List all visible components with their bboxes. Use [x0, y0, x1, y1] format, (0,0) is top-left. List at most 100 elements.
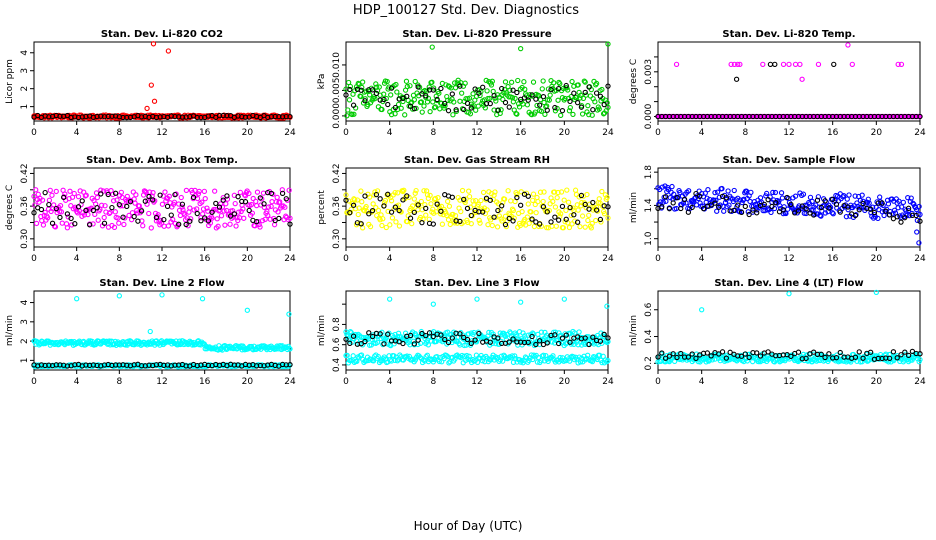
data-point — [674, 354, 680, 361]
data-point — [577, 95, 583, 101]
data-point — [64, 225, 71, 231]
data-point — [376, 84, 382, 90]
data-point — [575, 360, 581, 366]
data-point — [359, 334, 365, 341]
data-point — [453, 107, 459, 113]
data-point — [913, 212, 919, 219]
data-point — [457, 98, 463, 104]
data-point — [221, 208, 227, 214]
points-group — [655, 289, 923, 365]
outlier-point — [244, 307, 250, 313]
data-point — [575, 82, 581, 88]
data-point — [723, 355, 729, 361]
data-point — [498, 107, 504, 113]
data-point — [554, 105, 560, 112]
points-group — [655, 42, 923, 120]
y-tick-label: 0.6 — [332, 337, 342, 352]
data-point — [274, 194, 280, 201]
data-point — [908, 195, 914, 201]
data-point — [101, 220, 108, 226]
data-point — [395, 101, 402, 108]
data-point — [87, 222, 93, 228]
x-tick-label: 0 — [655, 128, 661, 138]
x-tick-label: 4 — [699, 254, 705, 264]
data-point — [275, 209, 281, 215]
data-point — [438, 208, 444, 214]
data-point — [256, 221, 262, 228]
data-point — [489, 78, 495, 84]
panel-title: Stan. Dev. Line 3 Flow — [414, 278, 539, 289]
data-point — [487, 197, 493, 203]
data-point — [442, 336, 448, 343]
outlier-point — [699, 307, 705, 313]
outlier-point — [731, 61, 738, 68]
data-point — [475, 103, 481, 109]
data-point — [369, 207, 376, 214]
data-point — [467, 204, 474, 210]
data-point — [597, 93, 604, 99]
data-point — [287, 362, 293, 368]
data-point — [343, 192, 349, 198]
data-point — [110, 198, 117, 204]
data-point — [442, 103, 448, 109]
data-point — [666, 206, 673, 212]
data-point — [898, 219, 904, 225]
outlier-point — [916, 240, 922, 246]
panel-sampleflow: Stan. Dev. Sample Flow 0 4 8 12 16 20 24 1.0 1.4 1… — [629, 155, 926, 264]
data-point — [521, 79, 527, 85]
data-point — [183, 221, 189, 228]
x-tick-label: 20 — [871, 377, 883, 387]
data-point — [484, 207, 490, 213]
data-point — [843, 214, 850, 220]
data-point — [536, 223, 542, 230]
y-tick-label: 1.0 — [644, 231, 654, 246]
data-point — [678, 350, 684, 357]
data-point — [403, 78, 410, 84]
data-point — [757, 353, 764, 359]
x-tick-label: 24 — [914, 128, 926, 138]
data-point — [404, 83, 410, 90]
y-tick-label: 0.30 — [332, 229, 342, 249]
data-point — [381, 341, 387, 347]
data-point — [93, 190, 100, 196]
data-point — [287, 114, 293, 120]
data-point — [545, 358, 551, 365]
outlier-point — [797, 61, 803, 68]
data-point — [373, 204, 379, 211]
data-point — [487, 217, 494, 223]
data-point — [778, 190, 785, 196]
data-point — [905, 194, 911, 201]
x-tick-label: 4 — [74, 128, 80, 138]
data-point — [510, 359, 517, 365]
data-point — [508, 198, 514, 204]
data-point — [370, 358, 377, 364]
data-point — [585, 217, 591, 224]
data-point — [344, 352, 350, 359]
data-point — [586, 341, 592, 348]
data-point — [854, 200, 860, 206]
data-point — [686, 188, 692, 194]
data-point — [205, 218, 212, 224]
outlier-point — [772, 61, 778, 68]
data-point — [49, 220, 56, 226]
data-point — [445, 108, 452, 114]
outlier-point — [116, 293, 122, 299]
data-point — [40, 222, 47, 228]
x-tick-label: 8 — [430, 128, 436, 138]
data-point — [213, 200, 219, 207]
x-tick-label: 16 — [515, 377, 527, 387]
data-point — [127, 199, 134, 205]
data-point — [530, 191, 537, 197]
data-point — [555, 97, 561, 103]
x-tick-label: 0 — [655, 377, 661, 387]
data-point — [757, 195, 764, 201]
data-point — [176, 221, 182, 227]
data-point — [388, 198, 395, 204]
x-tick-label: 8 — [430, 377, 436, 387]
data-point — [772, 189, 779, 196]
data-point — [713, 197, 719, 203]
outlier-point — [387, 296, 393, 302]
data-point — [268, 203, 274, 210]
data-point — [867, 206, 874, 212]
data-point — [579, 111, 586, 117]
